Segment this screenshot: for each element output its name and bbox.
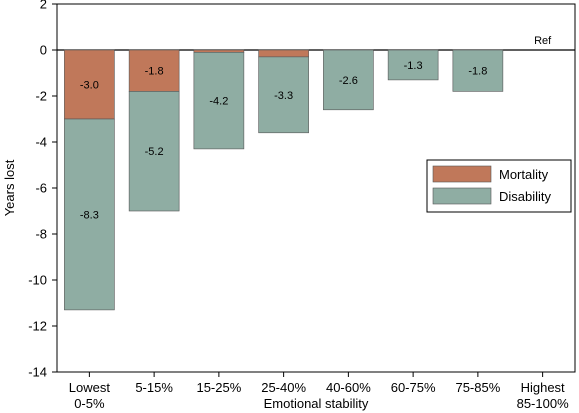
bar-value-label: -1.8 bbox=[468, 66, 487, 78]
bar-value-label: -8.3 bbox=[80, 209, 99, 221]
legend-swatch-disability bbox=[432, 187, 492, 205]
x-tick-label: 25-40% bbox=[261, 380, 306, 395]
bar-disability bbox=[193, 51, 245, 150]
x-axis-title: Emotional stability bbox=[264, 396, 369, 411]
y-axis-title: Years lost bbox=[2, 159, 17, 216]
bar-disability bbox=[128, 91, 180, 212]
x-tick-label: 0-5% bbox=[74, 396, 105, 411]
bar-value-label: -3.0 bbox=[80, 80, 99, 92]
bar-disability bbox=[452, 49, 504, 92]
bar-value-label: -1.3 bbox=[404, 60, 423, 72]
bar-value-label: -3.3 bbox=[274, 90, 293, 102]
x-tick-label: Lowest bbox=[69, 380, 111, 395]
y-tick-label: -10 bbox=[28, 273, 47, 288]
x-tick-label: Highest bbox=[521, 380, 565, 395]
bar-value-label: -1.8 bbox=[145, 66, 164, 78]
reference-label: Ref bbox=[534, 35, 552, 47]
x-tick-label: 5-15% bbox=[135, 380, 173, 395]
bar-mortality bbox=[258, 49, 309, 58]
legend-label-disability: Disability bbox=[499, 189, 552, 204]
bar-disability bbox=[387, 49, 439, 81]
y-tick-label: -8 bbox=[35, 227, 47, 242]
bar-mortality bbox=[64, 49, 115, 120]
y-tick-label: -4 bbox=[35, 135, 47, 150]
bar-disability bbox=[258, 56, 309, 134]
y-tick-label: 0 bbox=[40, 43, 47, 58]
bar-value-label: -2.6 bbox=[339, 75, 358, 87]
bar-value-label: -4.2 bbox=[209, 96, 228, 108]
x-tick-label: 15-25% bbox=[196, 380, 241, 395]
legend-label-mortality: Mortality bbox=[499, 167, 549, 182]
y-tick-label: -6 bbox=[35, 181, 47, 196]
bar-disability bbox=[323, 49, 374, 111]
bar-mortality bbox=[193, 49, 245, 53]
y-tick-label: 2 bbox=[40, 0, 47, 12]
y-tick-label: -14 bbox=[28, 365, 47, 380]
x-tick-label: 85-100% bbox=[517, 396, 569, 411]
x-tick-label: 40-60% bbox=[326, 380, 371, 395]
x-tick-label: 60-75% bbox=[391, 380, 436, 395]
legend-swatch-mortality bbox=[432, 165, 492, 183]
y-tick-label: -12 bbox=[28, 319, 47, 334]
x-tick-label: 75-85% bbox=[455, 380, 500, 395]
y-tick-label: -2 bbox=[35, 89, 47, 104]
bar-value-label: -5.2 bbox=[145, 146, 164, 158]
bar-disability bbox=[64, 118, 115, 311]
bar-mortality bbox=[128, 49, 180, 92]
